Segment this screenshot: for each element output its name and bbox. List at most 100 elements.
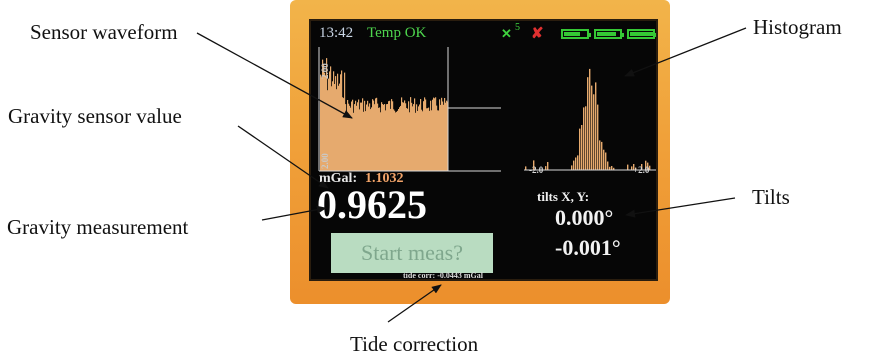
waveform-sample (446, 100, 448, 171)
waveform-sample (362, 98, 364, 171)
waveform-sample (369, 103, 371, 171)
waveform-sample (339, 83, 341, 171)
waveform-sample (353, 112, 355, 171)
histogram-bar (571, 165, 573, 170)
waveform-sample (406, 108, 408, 171)
tilt-x-value: 0.000° (555, 205, 614, 230)
waveform-sample (399, 107, 401, 171)
waveform-sample (365, 111, 367, 171)
waveform-sample (400, 105, 402, 171)
waveform-sample (329, 71, 331, 171)
waveform-sample (340, 74, 342, 171)
tide-correction: tide corr: -0.0443 mGal (403, 271, 483, 280)
waveform-sample (420, 99, 422, 171)
waveform-sample (396, 111, 398, 171)
histogram-bar (611, 166, 613, 170)
battery-icon (561, 29, 591, 39)
waveform-sample (395, 112, 397, 171)
waveform-scale-bottom: 2.00 (320, 153, 330, 169)
annotation-tide-correction: Tide correction (350, 332, 479, 356)
waveform-sample (348, 103, 350, 171)
waveform-sample (320, 74, 322, 171)
waveform-sample (436, 105, 438, 171)
waveform-sample (386, 104, 388, 171)
satellite-icon: ✕ (501, 26, 512, 41)
tilt-y-value: -0.001° (555, 235, 621, 260)
waveform-sample (336, 89, 338, 171)
histogram-bar (641, 164, 643, 170)
waveform-sample (416, 104, 418, 171)
waveform-sample (390, 108, 392, 171)
annotation-gravity-sensor-value: Gravity sensor value (8, 104, 182, 128)
waveform-sample (429, 110, 431, 171)
waveform-sample (423, 101, 425, 171)
waveform-sample (374, 104, 376, 171)
histogram-bar (587, 77, 589, 170)
waveform-sample (376, 97, 378, 171)
waveform-sample (444, 98, 446, 171)
histogram-bar (589, 68, 591, 170)
waveform-sample (345, 104, 347, 171)
waveform-sample (391, 99, 393, 171)
histogram-bar (585, 106, 587, 170)
annotation-histogram: Histogram (753, 15, 842, 39)
display-screen: 13:42 Temp OK ✕ 5 ✘ 2.00 2.00 -2.0 +2.0 … (309, 19, 658, 281)
waveform-sample (346, 112, 348, 171)
waveform-sample (387, 104, 389, 171)
histogram-plot (525, 68, 651, 170)
waveform-sample (377, 103, 379, 171)
waveform-sample (379, 107, 381, 171)
histogram-bar (547, 162, 549, 170)
histogram-bar (633, 164, 635, 170)
waveform-sample (427, 108, 429, 171)
waveform-sample (402, 102, 404, 171)
waveform-sample (431, 110, 433, 171)
waveform-sample (412, 106, 414, 171)
histogram-bar (613, 167, 615, 170)
waveform-sample (401, 97, 403, 171)
x-mark-icon: ✘ (531, 26, 544, 42)
start-measurement-button[interactable]: Start meas? (331, 233, 493, 273)
waveform-sample (351, 101, 353, 171)
waveform-sample (375, 98, 377, 171)
temperature-status: Temp OK (367, 25, 427, 41)
waveform-sample (440, 104, 442, 171)
waveform-sample (344, 72, 346, 171)
waveform-sample (366, 104, 368, 171)
waveform-sample (361, 102, 363, 171)
histogram-bar (591, 85, 593, 170)
waveform-sample (341, 70, 343, 171)
waveform-sample (441, 97, 443, 171)
waveform-sample (417, 111, 419, 171)
histogram-bar (649, 165, 651, 170)
waveform-sample (352, 99, 354, 171)
histogram-bar (609, 166, 611, 170)
waveform-sample (332, 81, 334, 171)
histogram-bar (525, 166, 527, 170)
waveform-sample (430, 100, 432, 171)
waveform-sample (421, 109, 423, 171)
waveform-sample (404, 100, 406, 171)
histogram-bar (577, 155, 579, 170)
waveform-sample (328, 78, 330, 171)
histogram-bar (647, 162, 649, 170)
histogram-bar (597, 104, 599, 170)
waveform-sample (359, 109, 361, 171)
device-frame: 13:42 Temp OK ✕ 5 ✘ 2.00 2.00 -2.0 +2.0 … (290, 0, 670, 304)
waveform-sample (370, 109, 372, 171)
waveform-sample (335, 76, 337, 171)
waveform-sample (360, 102, 362, 171)
histogram-tick-right: +2.0 (633, 165, 650, 175)
waveform-sample (424, 97, 426, 171)
waveform-sample (398, 109, 400, 171)
waveform-sample (415, 112, 417, 171)
waveform-sample (413, 104, 415, 171)
waveform-sample (347, 100, 349, 171)
waveform-sample (358, 99, 360, 171)
waveform-sample (426, 108, 428, 171)
waveform-sample (388, 101, 390, 171)
histogram-bar (545, 166, 547, 170)
waveform-sample (397, 110, 399, 171)
waveform-sample (368, 106, 370, 171)
waveform-sample (410, 97, 412, 171)
